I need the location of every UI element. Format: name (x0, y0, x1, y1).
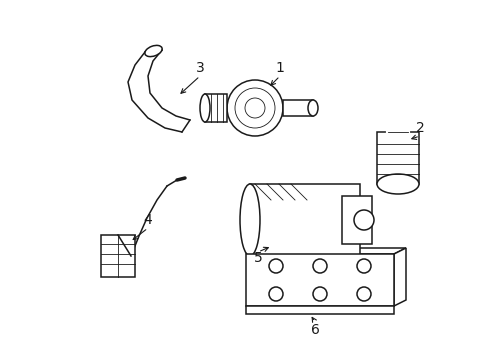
Circle shape (268, 259, 283, 273)
Ellipse shape (144, 45, 162, 57)
Circle shape (312, 259, 326, 273)
Ellipse shape (240, 184, 260, 256)
Text: 2: 2 (415, 121, 424, 135)
Text: 3: 3 (195, 61, 204, 75)
Text: 1: 1 (275, 61, 284, 75)
Circle shape (356, 259, 370, 273)
Circle shape (226, 80, 283, 136)
Ellipse shape (200, 94, 209, 122)
Polygon shape (245, 248, 405, 254)
Bar (245, 306, 393, 314)
Text: 6: 6 (310, 323, 319, 337)
Bar (341, 196, 371, 244)
Bar (101, 235, 135, 277)
Bar (283, 100, 312, 116)
Circle shape (268, 287, 283, 301)
Bar (376, 132, 418, 184)
Circle shape (356, 287, 370, 301)
Circle shape (353, 210, 373, 230)
Bar (204, 94, 226, 122)
Ellipse shape (307, 100, 317, 116)
Ellipse shape (376, 174, 418, 194)
Text: 5: 5 (253, 251, 262, 265)
Circle shape (312, 287, 326, 301)
Text: 4: 4 (143, 213, 152, 227)
Bar (245, 254, 393, 306)
Bar (249, 184, 359, 256)
Polygon shape (393, 248, 405, 306)
